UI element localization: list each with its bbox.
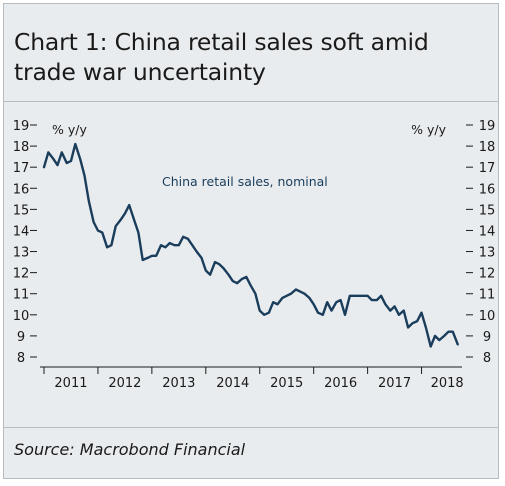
x-tick-label: 2017	[378, 376, 411, 391]
y-tick-label-right: 18	[479, 140, 496, 155]
y-tick-label-left: 10	[13, 309, 30, 324]
series-annotation: China retail sales, nominal	[162, 174, 328, 189]
y-tick-label-right: 8	[483, 351, 491, 366]
x-tick-label: 2013	[162, 376, 195, 391]
y-tick-label-right: 9	[483, 330, 491, 345]
x-tick-label: 2014	[216, 376, 249, 391]
line-chart: 8 8 9 9 10 10 11 11 12 12 13 13 14 14 15 15 16 16 17 17 18 18…	[13, 119, 496, 391]
y-tick-label-right: 14	[479, 224, 496, 239]
y-tick-label-right: 10	[479, 309, 496, 324]
source-note: Source: Macrobond Financial	[14, 440, 246, 459]
y-tick-label-left: 17	[13, 161, 30, 176]
y-axis-unit-right: % y/y	[411, 122, 446, 137]
y-tick-label-left: 13	[13, 246, 30, 261]
y-tick-label-right: 15	[479, 203, 496, 218]
axes-group: 8 8 9 9 10 10 11 11 12 12 13 13 14 14 15 15 16 16 17 17 18 18…	[13, 119, 496, 391]
x-tick-label: 2018	[431, 376, 464, 391]
series-line	[42, 142, 459, 348]
y-tick-label-right: 17	[479, 161, 496, 176]
x-tick-label: 2011	[54, 376, 87, 391]
y-tick-label-right: 12	[479, 267, 496, 282]
y-tick-label-left: 11	[13, 288, 30, 303]
y-tick-label-right: 13	[479, 246, 496, 261]
y-tick-label-left: 19	[13, 119, 30, 134]
y-tick-label-left: 12	[13, 267, 30, 282]
y-tick-label-right: 11	[479, 288, 496, 303]
y-tick-label-left: 16	[13, 182, 30, 197]
footer-divider	[3, 427, 499, 428]
chart-title: Chart 1: China retail sales soft amid tr…	[14, 28, 429, 86]
x-tick-label: 2015	[270, 376, 303, 391]
y-tick-label-left: 8	[17, 351, 25, 366]
y-axis-unit-left: % y/y	[52, 122, 87, 137]
x-tick-label: 2012	[108, 376, 141, 391]
y-tick-label-left: 15	[13, 203, 30, 218]
y-tick-label-left: 14	[13, 224, 30, 239]
y-tick-label-left: 18	[13, 140, 30, 155]
x-tick-label: 2016	[324, 376, 357, 391]
plot-group: China retail sales, nominal	[42, 142, 459, 348]
y-tick-label-right: 16	[479, 182, 496, 197]
chart-panel	[3, 3, 499, 479]
y-tick-label-left: 9	[17, 330, 25, 345]
y-tick-label-right: 19	[479, 119, 496, 134]
title-divider	[3, 101, 499, 102]
